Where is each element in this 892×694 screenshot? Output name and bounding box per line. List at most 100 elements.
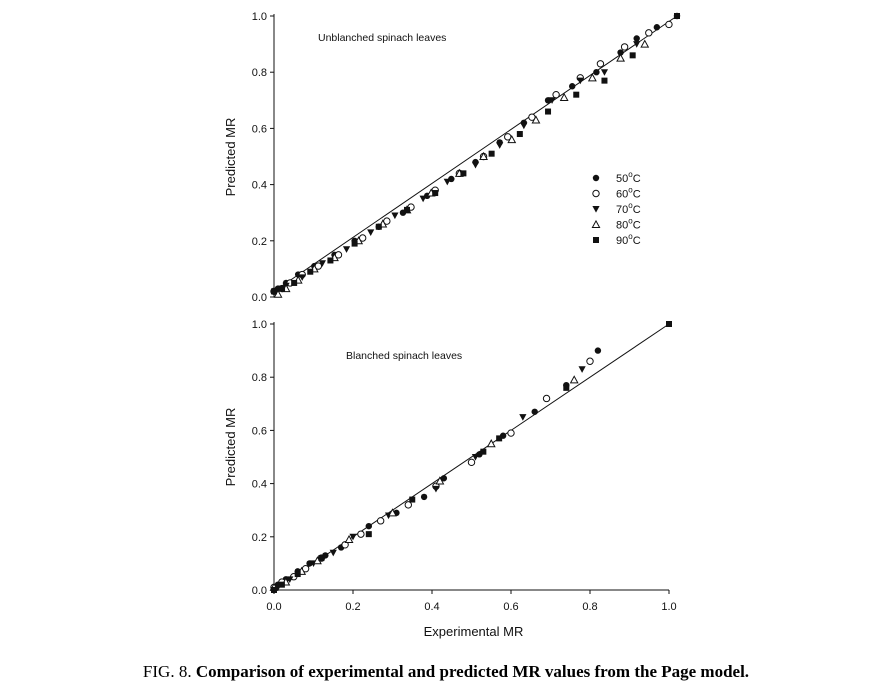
top-point-50c: [633, 35, 640, 42]
top-point-90c: [271, 288, 277, 295]
bottom-point-90c: [409, 496, 416, 503]
top-point-70c: [298, 274, 306, 281]
bottom-point-80c: [486, 439, 496, 448]
top-point-70c: [391, 212, 399, 220]
bottom-point-90c: [666, 321, 672, 327]
top-point-50c: [653, 24, 661, 31]
bottom-point-50c: [594, 347, 602, 354]
top-point-90c: [601, 77, 608, 84]
top-point-60c: [620, 43, 629, 51]
top-point-60c: [665, 20, 673, 29]
top-y-tick-label: 0.6: [252, 123, 267, 135]
top-point-80c: [616, 53, 626, 62]
top-point-90c: [351, 240, 358, 247]
legend-marker-60c: [592, 189, 600, 198]
bottom-x-tick-label: 0.2: [345, 601, 360, 613]
top-point-90c: [573, 91, 580, 98]
top-point-90c: [516, 131, 523, 138]
top-point-70c: [419, 195, 427, 203]
top-point-90c: [307, 268, 314, 275]
bottom-y-tick-label: 0.2: [252, 532, 267, 544]
bottom-point-90c: [278, 581, 285, 588]
bottom-point-60c: [376, 517, 385, 525]
legend-label-50c: 50oC: [616, 170, 641, 185]
top-point-70c: [520, 122, 528, 130]
top-y-tick-label: 0.0: [252, 292, 267, 304]
bottom-point-80c: [388, 508, 397, 517]
top-point-90c: [279, 285, 286, 292]
caption-text: Comparison of experimental and predicted…: [195, 662, 750, 681]
top-point-70c: [600, 69, 609, 76]
legend-label-90c: 90oC: [616, 232, 641, 247]
top-panel: 0.0 0.2 0.4 0.6 0.8 1.0 Predicted MR Unblanched…: [223, 11, 681, 304]
bottom-point-50c: [365, 522, 372, 530]
bottom-y-tick-label: 0.4: [252, 479, 267, 491]
bottom-y-tick-label: 0.0: [252, 585, 267, 597]
top-point-90c: [460, 170, 467, 177]
top-point-80c: [640, 39, 650, 48]
bottom-point-70c: [329, 549, 337, 557]
top-y-tick-label: 0.8: [252, 67, 267, 79]
bottom-point-90c: [271, 587, 277, 593]
top-point-90c: [432, 190, 439, 197]
top-point-80c: [587, 73, 597, 82]
bottom-point-60c: [341, 541, 349, 549]
top-y-axis-label: Predicted MR: [223, 118, 238, 197]
bottom-point-80c: [344, 534, 354, 543]
bottom-point-70c: [286, 576, 294, 583]
bottom-point-80c: [569, 375, 579, 384]
bottom-x-axis-label: Experimental MR: [424, 624, 524, 639]
bottom-y-tick-label: 0.6: [252, 425, 267, 437]
bottom-point-60c: [542, 394, 551, 403]
bottom-panel: 0.0 0.2 0.4 0.6 0.8 1.0 0.0 0.2 0.4 0.6 0.8 1.0 Expe…: [223, 319, 677, 639]
bottom-point-50c: [531, 408, 538, 415]
top-point-70c: [633, 41, 641, 48]
bottom-x-tick-label: 0.4: [424, 601, 439, 613]
top-point-70c: [496, 142, 504, 149]
top-point-60c: [645, 29, 653, 37]
top-point-60c: [596, 60, 605, 68]
bottom-point-60c: [586, 357, 594, 365]
top-y-tick-label: 0.2: [252, 236, 267, 248]
top-y-tick-label: 1.0: [252, 11, 267, 23]
bottom-x-tick-label: 1.0: [661, 601, 676, 613]
bottom-y-tick-label: 1.0: [252, 319, 267, 331]
bottom-point-60c: [467, 458, 476, 467]
bottom-x-tick-label: 0.6: [503, 601, 518, 613]
top-fit-line: [273, 15, 678, 292]
bottom-point-90c: [294, 571, 301, 578]
top-point-90c: [674, 13, 680, 19]
caption-prefix: FIG. 8.: [142, 662, 192, 681]
bottom-x-tick-label: 0.0: [266, 601, 281, 613]
top-point-90c: [291, 279, 298, 286]
bottom-point-70c: [519, 414, 527, 421]
top-point-50c: [593, 69, 600, 76]
legend-marker-90c: [593, 237, 599, 243]
legend-marker-50c: [592, 174, 600, 182]
top-point-70c: [318, 260, 326, 267]
bottom-point-70c: [349, 533, 357, 541]
top-point-80c: [479, 151, 489, 160]
bottom-point-90c: [318, 555, 325, 562]
top-point-90c: [545, 108, 552, 115]
bottom-point-90c: [480, 448, 487, 455]
bottom-x-tick-label: 0.8: [582, 601, 597, 613]
bottom-point-70c: [578, 366, 586, 373]
bottom-point-70c: [471, 454, 480, 461]
legend-label-80c: 80oC: [616, 217, 641, 232]
top-point-90c: [488, 150, 495, 157]
bottom-point-90c: [496, 435, 503, 442]
bottom-point-50c: [420, 493, 428, 501]
legend-marker-80c: [591, 219, 601, 228]
top-panel-annotation: Unblanched spinach leaves: [318, 32, 446, 44]
top-point-90c: [327, 257, 334, 264]
bottom-point-80c: [435, 476, 445, 485]
legend-label-70c: 70oC: [616, 201, 641, 216]
bottom-point-60c: [404, 501, 412, 509]
bottom-point-60c: [507, 429, 515, 437]
figure-caption: FIG. 8. Comparison of experimental and p…: [0, 662, 892, 682]
bottom-point-50c: [440, 475, 448, 482]
bottom-point-90c: [563, 384, 570, 391]
